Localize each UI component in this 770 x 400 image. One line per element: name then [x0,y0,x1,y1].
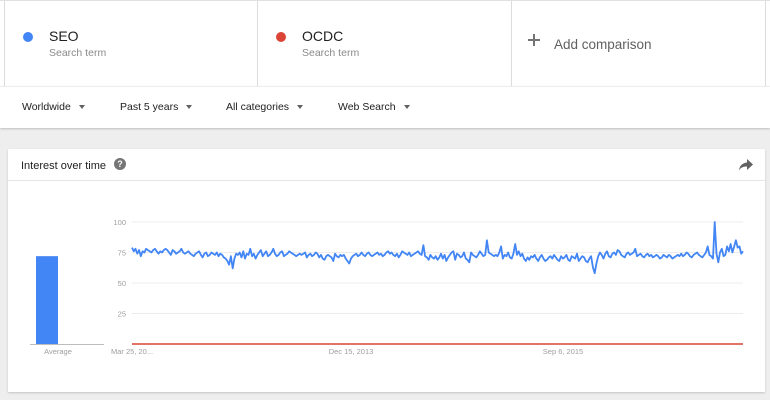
seo-color-dot [23,32,33,42]
average-bar-seo [36,256,58,344]
search-terms-bar: SEO Search term OCDC Search term Add com… [0,0,770,87]
region-dropdown[interactable]: Worldwide [22,101,85,113]
search-term-sub: Search term [49,47,107,59]
card-title: Interest over time [21,160,106,172]
caret-down-icon [186,105,193,110]
search-term-sub: Search term [302,47,360,59]
caret-down-icon [78,105,85,110]
filter-bar: Worldwide Past 5 years All categories We… [0,86,770,128]
region-dropdown-label: Worldwide [22,101,71,113]
y-tick-label: 50 [118,279,126,288]
share-icon[interactable] [739,159,753,171]
add-comparison-label: Add comparison [554,37,652,52]
x-tick-label: Dec 15, 2013 [329,347,374,356]
ocdc-color-dot [276,32,286,42]
time-range-dropdown-label: Past 5 years [120,101,179,113]
interest-over-time-card: Interest over time ? 25 50 75 100 Average M… [8,149,765,392]
x-tick-label: Sep 6, 2015 [543,347,583,356]
x-tick-label: Mar 25, 20... [111,347,153,356]
caret-down-icon [297,105,304,110]
search-term-name: OCDC [302,28,344,44]
help-icon[interactable]: ? [114,158,126,170]
search-term-name: SEO [49,28,79,44]
category-dropdown[interactable]: All categories [226,101,304,113]
y-tick-label: 100 [113,218,126,227]
add-comparison-button[interactable]: Add comparison [512,1,766,86]
card-header: Interest over time ? [8,149,765,181]
category-dropdown-label: All categories [226,101,290,113]
search-term-seo[interactable]: SEO Search term [4,1,258,87]
average-label: Average [44,347,72,356]
y-tick-label: 25 [118,310,126,319]
time-range-dropdown[interactable]: Past 5 years [120,101,193,113]
interest-chart: 25 50 75 100 Average Mar 25, 20... Dec 15, 2… [30,218,744,356]
series-line-seo [131,221,744,275]
y-tick-label: 75 [118,249,126,258]
search-term-ocdc[interactable]: OCDC Search term [258,1,512,87]
search-property-dropdown[interactable]: Web Search [338,101,410,113]
search-property-dropdown-label: Web Search [338,101,396,113]
caret-down-icon [403,105,410,110]
plus-icon [528,34,540,46]
